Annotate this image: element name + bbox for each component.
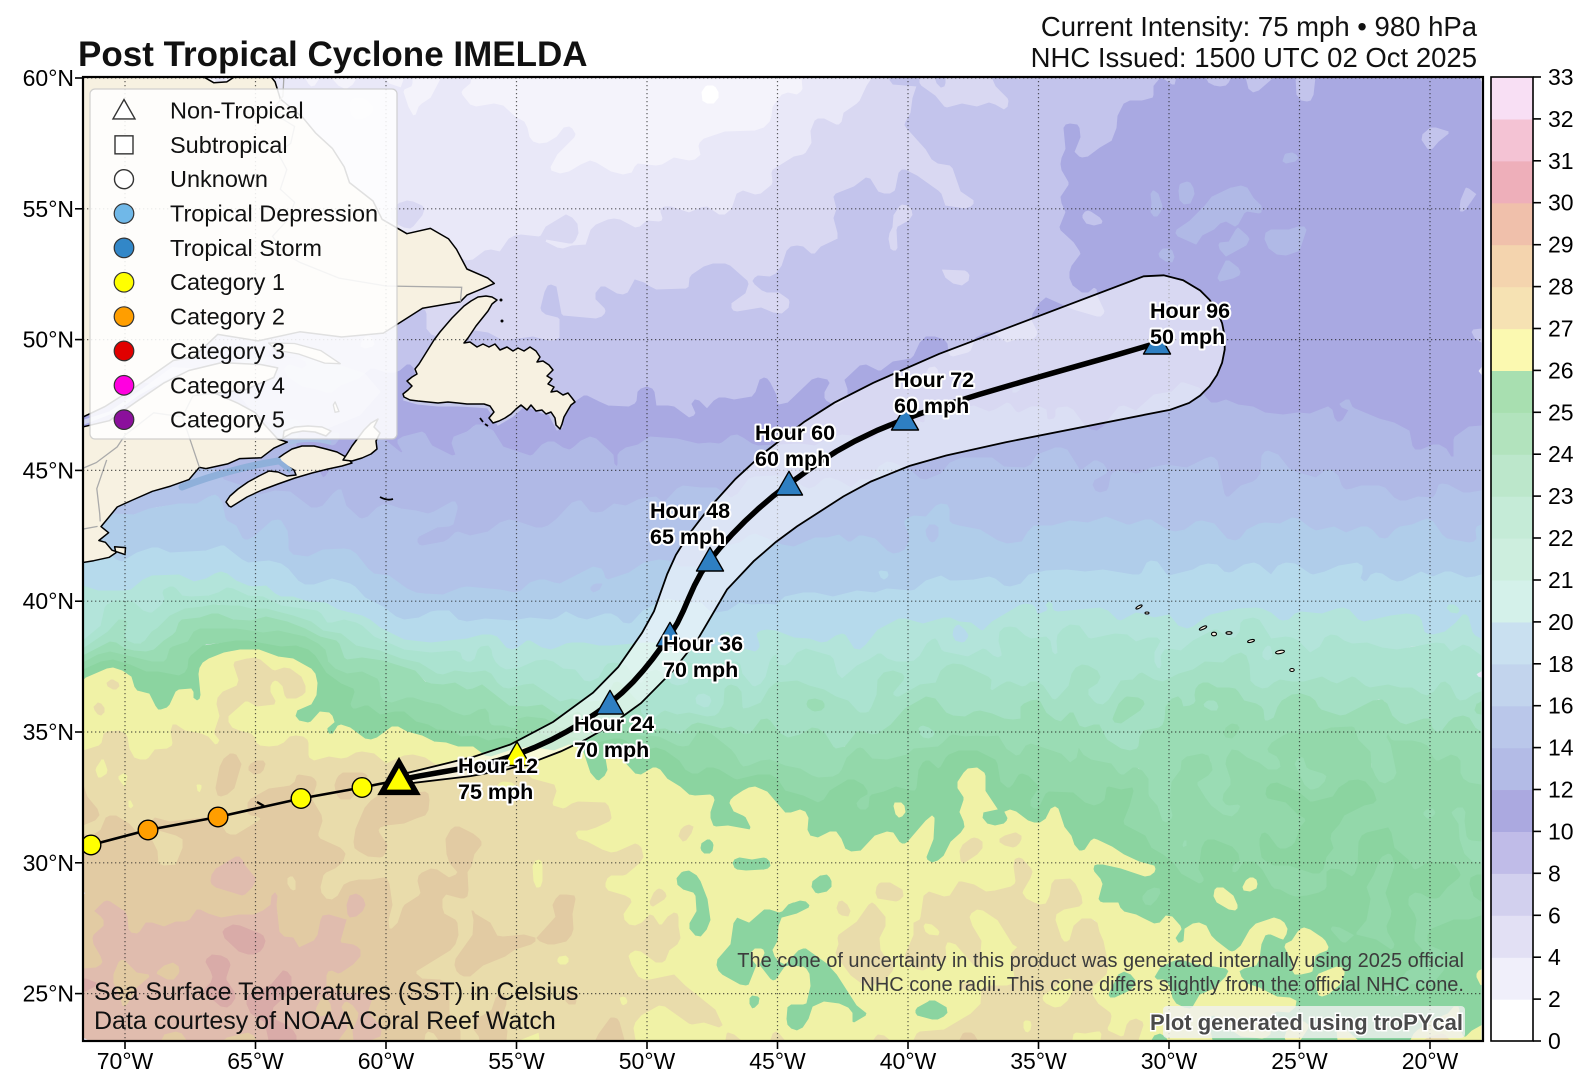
- svg-text:30: 30: [1548, 190, 1574, 216]
- svg-text:Tropical Depression: Tropical Depression: [170, 201, 378, 227]
- svg-text:NHC cone radii. This cone diff: NHC cone radii. This cone differs slight…: [860, 974, 1464, 996]
- svg-text:30°N: 30°N: [23, 850, 74, 876]
- svg-text:70 mph: 70 mph: [663, 658, 738, 682]
- svg-text:16: 16: [1548, 693, 1574, 719]
- svg-text:55°N: 55°N: [23, 196, 74, 222]
- svg-text:30°W: 30°W: [1141, 1048, 1198, 1074]
- svg-text:45°N: 45°N: [23, 457, 74, 483]
- svg-text:50°N: 50°N: [23, 327, 74, 353]
- svg-text:60 mph: 60 mph: [755, 447, 830, 471]
- svg-text:10: 10: [1548, 818, 1574, 844]
- svg-text:Category 3: Category 3: [170, 338, 285, 364]
- svg-text:Tropical Storm: Tropical Storm: [170, 235, 322, 261]
- svg-text:The cone of uncertainty in thi: The cone of uncertainty in this product …: [737, 950, 1464, 972]
- svg-text:Hour 24: Hour 24: [574, 712, 654, 736]
- svg-text:60 mph: 60 mph: [894, 394, 969, 418]
- svg-text:Subtropical: Subtropical: [170, 132, 288, 158]
- svg-text:21: 21: [1548, 567, 1574, 593]
- svg-text:65°W: 65°W: [227, 1048, 284, 1074]
- svg-text:Unknown: Unknown: [170, 166, 268, 192]
- svg-text:20: 20: [1548, 609, 1574, 635]
- svg-text:75 mph: 75 mph: [458, 780, 533, 804]
- svg-text:26: 26: [1548, 357, 1574, 383]
- svg-text:Hour 36: Hour 36: [663, 632, 743, 656]
- svg-text:0: 0: [1548, 1028, 1561, 1054]
- svg-text:Category 4: Category 4: [170, 372, 285, 398]
- svg-text:40°W: 40°W: [880, 1048, 937, 1074]
- svg-text:Sea Surface Temperatures (SST): Sea Surface Temperatures (SST) in Celsiu…: [94, 978, 578, 1006]
- svg-text:70 mph: 70 mph: [574, 738, 649, 762]
- svg-text:Post Tropical Cyclone IMELDA: Post Tropical Cyclone IMELDA: [78, 35, 588, 74]
- svg-text:32: 32: [1548, 106, 1574, 132]
- svg-text:22: 22: [1548, 525, 1574, 551]
- svg-text:14: 14: [1548, 735, 1574, 761]
- svg-text:18: 18: [1548, 651, 1574, 677]
- svg-text:60°N: 60°N: [23, 65, 74, 91]
- svg-text:50°W: 50°W: [619, 1048, 676, 1074]
- svg-text:31: 31: [1548, 148, 1574, 174]
- svg-text:29: 29: [1548, 232, 1574, 258]
- svg-text:50 mph: 50 mph: [1150, 325, 1225, 349]
- svg-text:2: 2: [1548, 986, 1561, 1012]
- svg-text:6: 6: [1548, 902, 1561, 928]
- svg-text:27: 27: [1548, 316, 1574, 342]
- svg-text:25: 25: [1548, 399, 1574, 425]
- svg-text:20°W: 20°W: [1402, 1048, 1459, 1074]
- svg-text:35°W: 35°W: [1010, 1048, 1067, 1074]
- svg-text:25°N: 25°N: [23, 981, 74, 1007]
- svg-text:Hour 60: Hour 60: [755, 421, 835, 445]
- svg-text:Category 2: Category 2: [170, 304, 285, 330]
- svg-text:NHC Issued: 1500 UTC 02 Oct 20: NHC Issued: 1500 UTC 02 Oct 2025: [1031, 42, 1477, 73]
- svg-text:23: 23: [1548, 483, 1574, 509]
- svg-text:Hour 12: Hour 12: [458, 754, 538, 778]
- svg-text:24: 24: [1548, 441, 1574, 467]
- svg-text:60°W: 60°W: [358, 1048, 415, 1074]
- svg-text:65 mph: 65 mph: [650, 525, 725, 549]
- svg-text:Hour 48: Hour 48: [650, 499, 730, 523]
- svg-text:4: 4: [1548, 944, 1561, 970]
- svg-text:28: 28: [1548, 274, 1574, 300]
- svg-text:8: 8: [1548, 860, 1561, 886]
- svg-text:Hour 96: Hour 96: [1150, 299, 1230, 323]
- svg-text:45°W: 45°W: [749, 1048, 806, 1074]
- svg-text:Category 1: Category 1: [170, 269, 285, 295]
- svg-text:Hour 72: Hour 72: [894, 368, 974, 392]
- svg-text:Plot generated using troPYcal: Plot generated using troPYcal: [1150, 1010, 1463, 1035]
- svg-text:Non-Tropical: Non-Tropical: [170, 98, 304, 124]
- svg-text:40°N: 40°N: [23, 588, 74, 614]
- svg-text:35°N: 35°N: [23, 719, 74, 745]
- svg-text:Current Intensity: 75 mph • 98: Current Intensity: 75 mph • 980 hPa: [1041, 11, 1478, 42]
- svg-text:55°W: 55°W: [488, 1048, 545, 1074]
- svg-text:70°W: 70°W: [97, 1048, 154, 1074]
- svg-text:Category 5: Category 5: [170, 407, 285, 433]
- svg-text:Data courtesy of NOAA Coral Re: Data courtesy of NOAA Coral Reef Watch: [94, 1007, 556, 1035]
- svg-text:12: 12: [1548, 777, 1574, 803]
- svg-text:25°W: 25°W: [1271, 1048, 1328, 1074]
- svg-text:33: 33: [1548, 64, 1574, 90]
